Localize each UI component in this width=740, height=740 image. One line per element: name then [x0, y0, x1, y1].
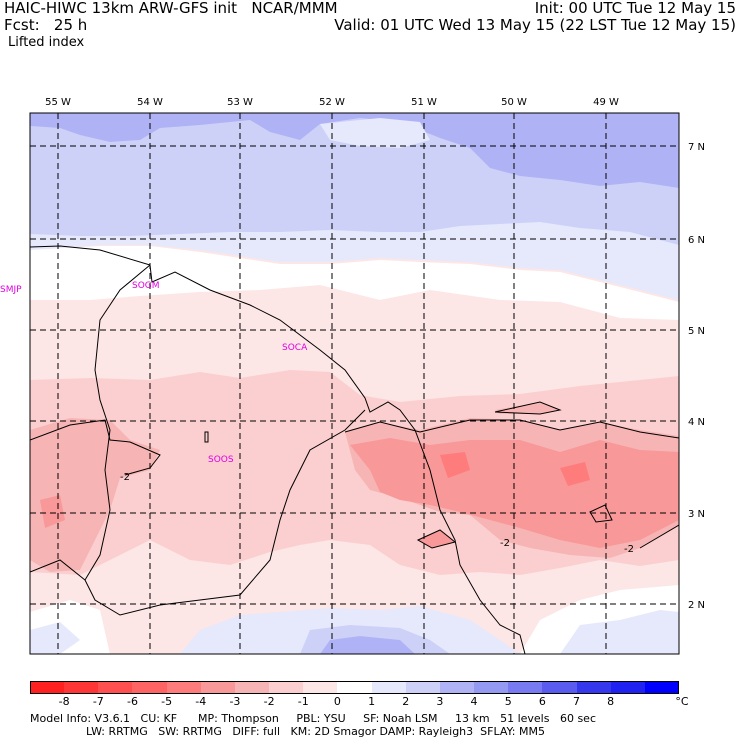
lon-label: 51 W: [411, 97, 437, 108]
colorbar-tick-label: 7: [573, 695, 581, 708]
colorbar-swatch: [98, 681, 133, 694]
colorbar-tick-label: -7: [92, 695, 104, 708]
colorbar-tick-label: -6: [126, 695, 138, 708]
contour-label: -2: [624, 544, 634, 555]
colorbar-tick-label: -2: [263, 695, 275, 708]
colorbar-tick-label: 0: [333, 695, 341, 708]
colorbar-swatch: [166, 681, 202, 694]
colorbar-swatch: [64, 681, 99, 694]
colorbar-swatch: [200, 681, 236, 694]
colorbar-unit: °C: [675, 695, 689, 708]
colorbar-swatch: [337, 681, 373, 694]
colorbar-swatch: [542, 681, 578, 694]
station-labels: SMJP SOGM SOCA SOOS: [0, 281, 308, 465]
init-time: Init: 00 UTC Tue 12 May 15: [534, 0, 736, 17]
map-frame: [29, 112, 680, 655]
colorbar-tick-label: 1: [368, 695, 376, 708]
colorbar-swatch: [303, 681, 338, 694]
colorbar-swatch: [576, 681, 612, 694]
colorbar-swatch: [439, 681, 475, 694]
colorbar-tick-label: 4: [470, 695, 478, 708]
lon-label: 49 W: [593, 97, 619, 108]
lat-lon-grid: [30, 113, 679, 654]
contour-value-labels: -2 -2 -2: [120, 472, 634, 555]
model-info-line1: Model Info: V3.6.1 CU: KF MP: Thompson P…: [30, 712, 597, 725]
lon-label: 50 W: [501, 97, 527, 108]
lat-label: 6 N: [688, 235, 705, 246]
colorbar-swatch: [508, 681, 543, 694]
colorbar-swatch: [610, 681, 646, 694]
model-title: HAIC-HIWC 13km ARW-GFS init NCAR/MMM: [4, 0, 338, 17]
lifted-index-map: 55 W 54 W 53 W 52 W 51 W 50 W 49 W 7 N 6…: [0, 97, 705, 655]
lat-label: 5 N: [688, 326, 705, 337]
colorbar-tick-label: 6: [538, 695, 546, 708]
lat-label: 2 N: [688, 600, 705, 611]
lon-label: 53 W: [227, 97, 253, 108]
colorbar-tick-label: 3: [436, 695, 444, 708]
colorbar-swatch: [269, 681, 304, 694]
lat-label: 3 N: [688, 509, 705, 520]
station-smjp: SMJP: [0, 285, 22, 295]
forecast-hour: Fcst: 25 h: [4, 16, 88, 34]
colorbar-tick-label: 5: [504, 695, 512, 708]
colorbar-tick-label: -3: [229, 695, 241, 708]
colorbar-frame: [30, 681, 679, 694]
lon-label: 55 W: [45, 97, 71, 108]
colorbar-tick-label: -4: [195, 695, 207, 708]
valid-time: Valid: 01 UTC Wed 13 May 15 (22 LST Tue …: [334, 16, 736, 34]
lat-label: 4 N: [688, 417, 705, 428]
colorbar-swatch: [405, 681, 441, 694]
lon-label: 52 W: [319, 97, 345, 108]
colorbar-swatch: [132, 681, 168, 694]
coastlines: [30, 245, 526, 654]
field-name: Lifted index: [8, 35, 85, 50]
axis-labels: 55 W 54 W 53 W 52 W 51 W 50 W 49 W 7 N 6…: [45, 97, 705, 611]
colorbar-tick-label: 2: [402, 695, 410, 708]
colorbar-tick-label: -8: [58, 695, 70, 708]
colorbar-swatch: [474, 681, 509, 694]
station-soca: SOCA: [282, 343, 308, 353]
lon-label: 54 W: [137, 97, 163, 108]
colorbar-swatch: [30, 681, 65, 694]
colorbar-swatch: [371, 681, 407, 694]
colorbar-tick-label: -1: [297, 695, 309, 708]
model-info-line2: LW: RRTMG SW: RRTMG DIFF: full KM: 2D Sm…: [30, 725, 545, 738]
colorbar-tick-label: -5: [161, 695, 173, 708]
station-soos: SOOS: [208, 455, 234, 465]
contour-label: -2: [120, 472, 130, 483]
lat-label: 7 N: [688, 142, 705, 153]
contour-label: -2: [500, 538, 510, 549]
colorbar-swatch: [644, 681, 680, 694]
station-sogm: SOGM: [132, 281, 160, 291]
colorbar-swatch: [234, 681, 270, 694]
colorbar-tick-label: 8: [607, 695, 615, 708]
